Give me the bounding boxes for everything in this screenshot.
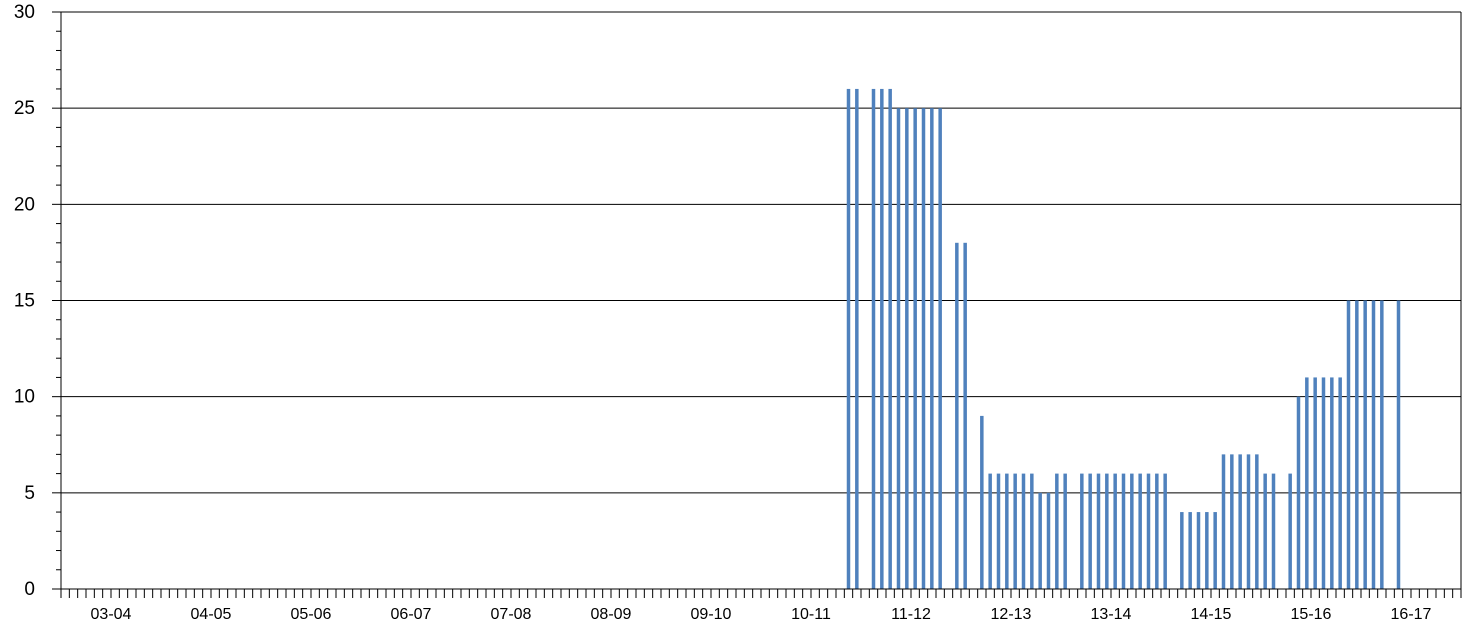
y-tick-label: 5 — [24, 483, 35, 504]
y-axis-ticks: 0 5 10 15 20 25 30 — [14, 2, 61, 600]
x-tick-label: 09-10 — [691, 606, 732, 623]
bar — [930, 108, 934, 590]
bar — [888, 88, 892, 589]
bar — [1288, 473, 1292, 589]
bar — [1296, 396, 1301, 589]
x-tick-label: 07-08 — [491, 606, 532, 623]
x-tick-label: 14-15 — [1191, 606, 1232, 623]
x-tick-label: 15-16 — [1291, 606, 1332, 623]
bar — [905, 108, 909, 590]
bar — [1363, 300, 1367, 589]
bar — [880, 88, 884, 589]
y-tick-label: 25 — [14, 98, 35, 119]
bar — [1080, 473, 1084, 589]
x-tick-label: 03-04 — [91, 606, 132, 623]
bar — [955, 242, 959, 590]
bar — [1005, 473, 1009, 589]
bar — [1263, 473, 1267, 589]
bar — [1355, 300, 1359, 589]
y-tick-label: 10 — [14, 387, 35, 408]
bar — [1155, 473, 1159, 589]
bar — [938, 108, 942, 590]
bar — [1371, 300, 1376, 589]
bar — [1271, 473, 1276, 589]
y-tick-label: 15 — [14, 291, 35, 312]
gridlines — [61, 11, 1461, 494]
x-tick-label: 13-14 — [1091, 606, 1132, 623]
bar — [1380, 300, 1384, 589]
bar — [871, 88, 876, 589]
bar — [1213, 512, 1217, 589]
bar — [846, 88, 851, 589]
bar — [980, 415, 984, 589]
bar — [1321, 377, 1326, 589]
bar — [1038, 492, 1042, 589]
bar — [988, 473, 992, 589]
x-tick-label: 11-12 — [891, 606, 931, 623]
bar — [1255, 454, 1259, 589]
y-tick-label: 20 — [14, 194, 35, 215]
bar — [1021, 473, 1026, 589]
bar — [1105, 473, 1109, 589]
y-tick-label: 30 — [14, 2, 35, 23]
y-tick-label: 0 — [24, 579, 35, 600]
bar — [1305, 377, 1309, 589]
bar — [1396, 300, 1401, 589]
bar — [1230, 454, 1234, 589]
bar — [996, 473, 1001, 589]
bar — [1313, 377, 1317, 589]
bar — [1055, 473, 1059, 589]
bar — [1138, 473, 1142, 589]
x-tick-label: 10-11 — [791, 606, 831, 623]
bars — [846, 88, 1401, 590]
bar — [1338, 377, 1342, 589]
bar — [1246, 454, 1251, 589]
x-tick-label: 08-09 — [591, 606, 632, 623]
x-tick-label: 06-07 — [391, 606, 432, 623]
x-tick-label: 16-17 — [1391, 606, 1432, 623]
bar — [1063, 473, 1067, 589]
bar — [1221, 454, 1226, 589]
bar — [1163, 473, 1167, 589]
bar — [1146, 473, 1151, 589]
bar — [1346, 300, 1351, 589]
bar — [1030, 473, 1034, 589]
bar — [896, 108, 901, 590]
bar — [1130, 473, 1134, 589]
bar — [1121, 473, 1126, 589]
bar — [1188, 512, 1192, 589]
x-tick-label: 05-06 — [291, 606, 332, 623]
bar — [963, 242, 967, 590]
bar — [1205, 512, 1209, 589]
x-tick-label: 04-05 — [191, 606, 232, 623]
bar — [1180, 512, 1184, 589]
bar — [1196, 512, 1201, 589]
bar — [913, 108, 917, 590]
bar — [1088, 473, 1092, 589]
bar — [1096, 473, 1101, 589]
bar — [1330, 377, 1334, 589]
bar — [855, 88, 859, 589]
bar — [1013, 473, 1017, 589]
x-tick-label: 12-13 — [991, 606, 1032, 623]
bar — [921, 108, 926, 590]
bar — [1113, 473, 1117, 589]
x-axis-ticks: 03-04 04-05 05-06 06-07 07-08 08-09 09-10 10-11… — [60, 589, 1462, 623]
bar — [1238, 454, 1242, 589]
bar — [1046, 492, 1051, 589]
